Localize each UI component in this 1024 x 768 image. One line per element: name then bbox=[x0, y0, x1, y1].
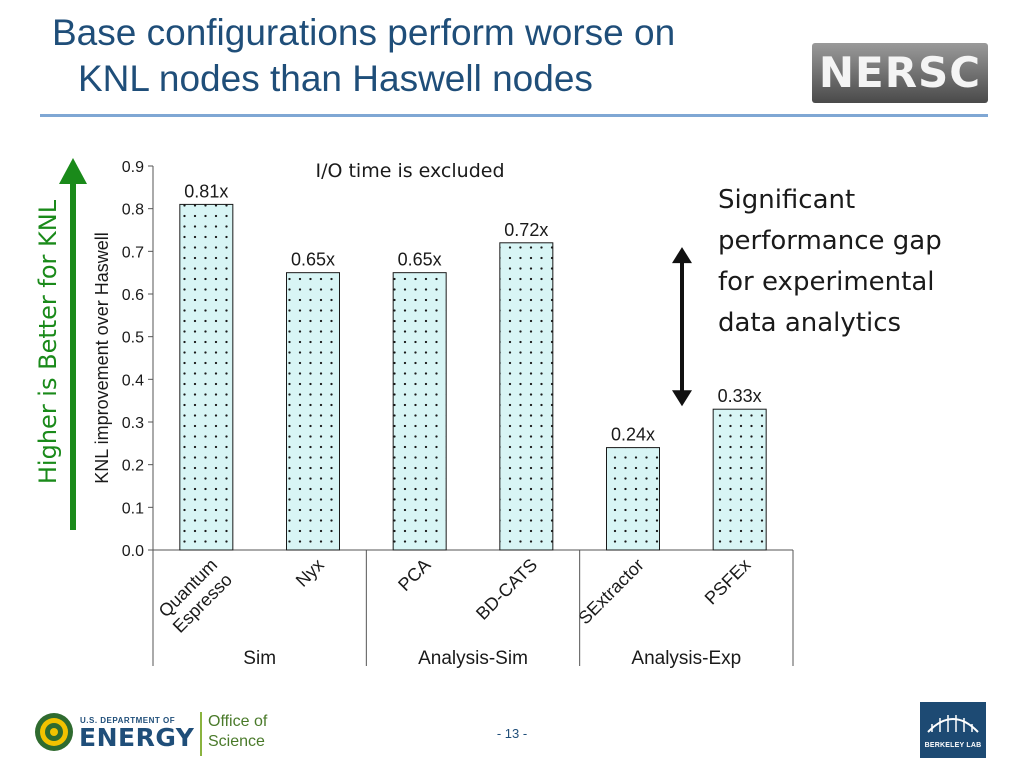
chart-annotation: I/O time is excluded bbox=[315, 160, 504, 182]
higher-is-better-indicator: Higher is Better for KNL bbox=[28, 152, 118, 532]
doe-energy-label: ENERGY bbox=[79, 723, 195, 752]
berkeley-lab-label: BERKELEY LAB bbox=[924, 742, 982, 749]
bar-2 bbox=[286, 272, 340, 551]
footer-logo-divider bbox=[200, 712, 202, 756]
y-tick-label: 0.6 bbox=[122, 287, 144, 304]
bar-5 bbox=[606, 447, 660, 551]
x-category-label: QuantumEspresso bbox=[154, 555, 236, 637]
up-arrow-icon bbox=[59, 158, 87, 530]
x-category-label: SExtractor bbox=[574, 555, 648, 629]
chart-svg: I/O time is excluded KNL improvement over… bbox=[92, 159, 794, 669]
y-tick-label: 0.0 bbox=[122, 543, 144, 560]
x-category-label-line: PCA bbox=[394, 555, 434, 595]
slide-title: Base configurations perform worse on KNL… bbox=[52, 10, 772, 102]
side-note-line-2: performance gap bbox=[718, 226, 942, 256]
y-tick-label: 0.1 bbox=[122, 500, 144, 517]
page-number: - 13 - bbox=[496, 726, 528, 741]
bar-1 bbox=[179, 203, 234, 551]
office-line-2: Science bbox=[208, 733, 265, 750]
x-category-label: BD-CATS bbox=[472, 555, 541, 624]
title-divider bbox=[40, 114, 988, 117]
y-tick-label: 0.9 bbox=[122, 159, 144, 176]
x-category-label: Nyx bbox=[292, 555, 328, 591]
nersc-logo: NERSC bbox=[812, 43, 988, 103]
y-tick-label: 0.7 bbox=[122, 244, 144, 261]
bar-value-label: 0.81x bbox=[184, 181, 228, 201]
office-line-1: Office of bbox=[208, 713, 268, 730]
bar-value-label: 0.65x bbox=[291, 250, 335, 270]
title-line-1: Base configurations perform worse on bbox=[52, 12, 676, 53]
y-tick-label: 0.5 bbox=[122, 330, 144, 347]
x-category-label-line: Nyx bbox=[292, 555, 328, 591]
bar-chart: I/O time is excluded KNL improvement over… bbox=[85, 148, 805, 688]
bar-value-label: 0.24x bbox=[611, 425, 655, 445]
side-note-line-3: for experimental bbox=[718, 267, 935, 297]
x-category-label-line: SExtractor bbox=[574, 555, 648, 629]
title-line-2: KNL nodes than Haswell nodes bbox=[78, 58, 593, 99]
side-note-line-1: Significant bbox=[718, 185, 856, 215]
double-arrow-icon bbox=[672, 247, 692, 407]
bar-value-label: 0.65x bbox=[398, 250, 442, 270]
berkeley-lab-logo-icon: BERKELEY LAB bbox=[920, 702, 986, 758]
doe-department-label: U.S. DEPARTMENT OF bbox=[80, 716, 176, 725]
side-note-line-4: data analytics bbox=[718, 308, 902, 338]
berkeley-lab-mark bbox=[927, 715, 979, 733]
doe-seal-icon bbox=[35, 713, 73, 751]
y-tick-label: 0.8 bbox=[122, 202, 144, 219]
bar-value-label: 0.33x bbox=[718, 386, 762, 406]
bar-6 bbox=[712, 408, 767, 551]
y-axis-label: KNL improvement over Haswell bbox=[92, 232, 112, 483]
group-label: Analysis-Sim bbox=[418, 648, 528, 669]
group-label: Sim bbox=[243, 648, 276, 669]
footer: U.S. DEPARTMENT OF ENERGY Office of Scie… bbox=[0, 690, 1024, 768]
x-category-label: PSFEx bbox=[701, 555, 755, 609]
y-tick-label: 0.4 bbox=[122, 372, 144, 389]
performance-gap-note: Significant performance gap for experime… bbox=[718, 180, 998, 344]
nersc-logo-text: NERSC bbox=[818, 48, 982, 97]
office-of-science: Office of Science bbox=[208, 712, 267, 752]
bar-value-label: 0.72x bbox=[504, 220, 548, 240]
y-tick-label: 0.2 bbox=[122, 458, 144, 475]
y-tick-label: 0.3 bbox=[122, 415, 144, 432]
bar-4 bbox=[499, 242, 554, 551]
x-category-label-line: PSFEx bbox=[701, 555, 755, 609]
higher-is-better-label: Higher is Better for KNL bbox=[34, 199, 62, 484]
bar-3 bbox=[392, 272, 447, 551]
x-category-label: PCA bbox=[394, 555, 434, 595]
group-label: Analysis-Exp bbox=[631, 648, 741, 669]
x-category-label-line: BD-CATS bbox=[472, 555, 541, 624]
